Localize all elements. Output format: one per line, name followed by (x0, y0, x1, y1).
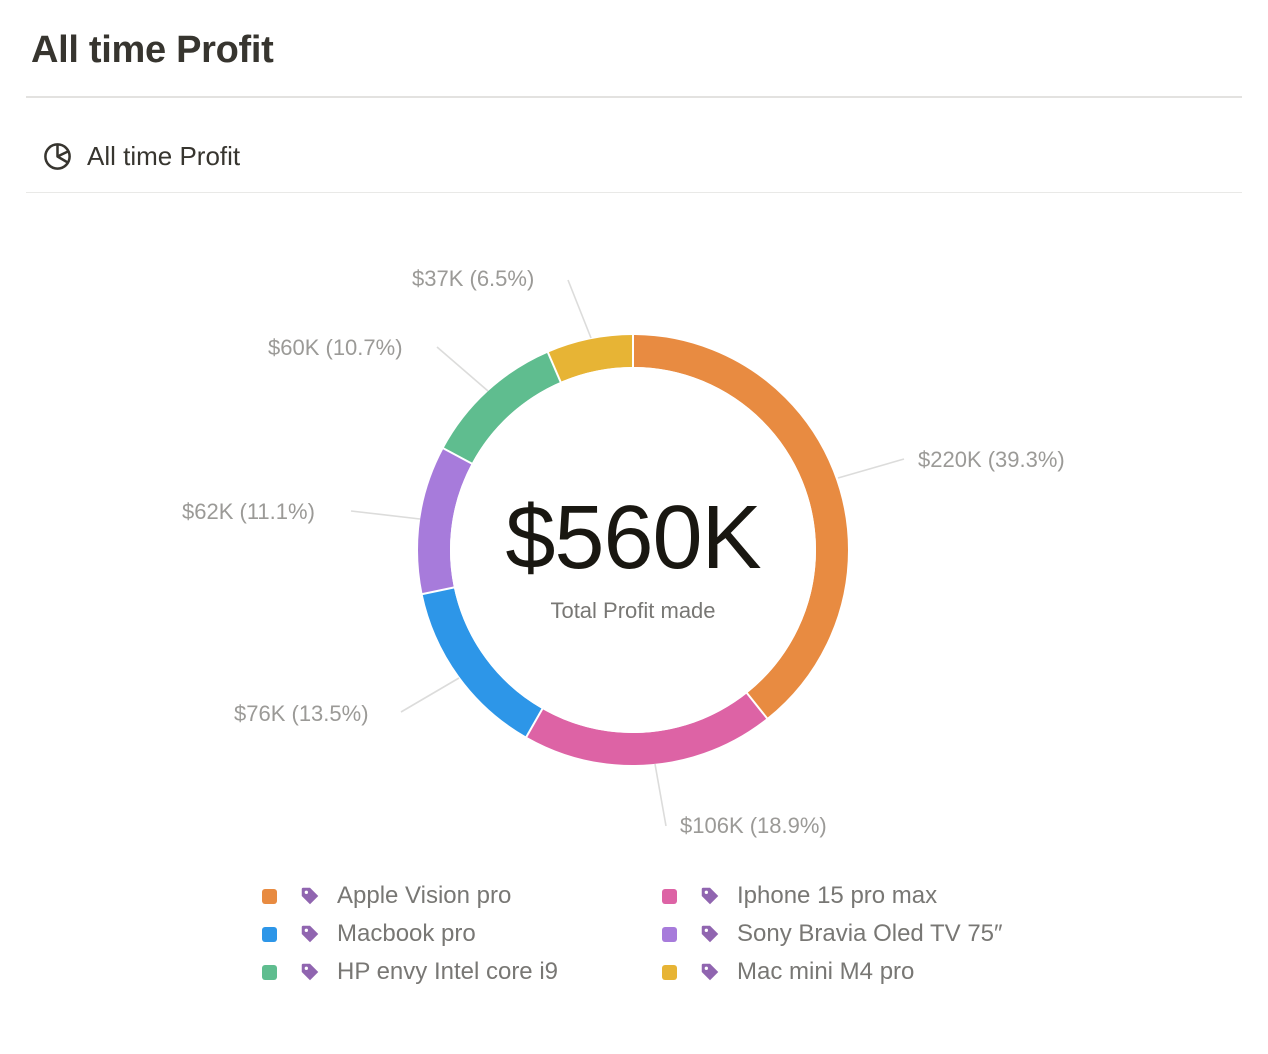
legend-item-hp-envy[interactable]: HP envy Intel core i9 (262, 957, 558, 987)
legend-label: HP envy Intel core i9 (337, 958, 559, 985)
legend-label: Apple Vision pro (337, 882, 512, 909)
legend-label: Macbook pro (337, 920, 476, 947)
slice-label-hp: $60K (10.7%) (268, 335, 403, 360)
leader-lines (350, 279, 905, 827)
legend-swatch (262, 964, 277, 980)
legend-swatch (662, 926, 677, 942)
leader-line-macbook (400, 677, 460, 713)
slice-label-iphone: $106K (18.9%) (680, 813, 827, 838)
page-title: All time Profit (31, 29, 274, 71)
legend-swatch (262, 888, 277, 904)
leader-line-apple-vision-pro (837, 458, 905, 479)
tag-icon (701, 963, 719, 981)
leader-line-hp (436, 346, 489, 392)
slice-iphone-15-pro-max[interactable] (418, 335, 848, 765)
legend-item-mac-mini[interactable]: Mac mini M4 pro (662, 957, 914, 987)
view-tab-label: All time Profit (87, 140, 241, 171)
tag-icon (701, 887, 719, 905)
leader-line-sony (350, 510, 421, 520)
legend-item-macbook-pro[interactable]: Macbook pro (262, 919, 476, 949)
leader-line-iphone (654, 763, 667, 827)
legend-label: Iphone 15 pro max (737, 882, 938, 909)
total-caption: Total Profit made (550, 598, 716, 623)
tag-icon (301, 963, 319, 981)
view-divider (26, 192, 1242, 193)
slice-label-sony: $62K (11.1%) (182, 499, 315, 524)
title-divider (26, 96, 1242, 98)
legend-swatch (662, 888, 677, 904)
view-tab-all-time-profit[interactable]: All time Profit (42, 138, 240, 174)
legend-swatch (262, 926, 277, 942)
legend-label: Mac mini M4 pro (737, 958, 915, 985)
legend-swatch (662, 964, 677, 980)
tag-icon (301, 887, 319, 905)
leader-line-mac-mini (567, 279, 592, 339)
slice-label-macbook: $76K (13.5%) (234, 701, 369, 726)
slice-sony-bravia[interactable] (418, 335, 848, 765)
legend-item-sony-bravia[interactable]: Sony Bravia Oled TV 75″ (662, 919, 1003, 949)
donut-hole (450, 367, 816, 733)
pie-chart-icon (42, 141, 73, 172)
slice-label-mac-mini: $37K (6.5%) (412, 266, 535, 291)
legend-item-iphone[interactable]: Iphone 15 pro max (662, 881, 937, 911)
slice-label-apple-vision-pro: $220K (39.3%) (918, 447, 1065, 472)
legend-label: Sony Bravia Oled TV 75″ (737, 920, 1003, 947)
tag-icon (701, 925, 719, 943)
legend-item-apple-vision-pro[interactable]: Apple Vision pro (262, 881, 511, 911)
total-value: $560K (505, 488, 761, 588)
tag-icon (301, 925, 319, 943)
